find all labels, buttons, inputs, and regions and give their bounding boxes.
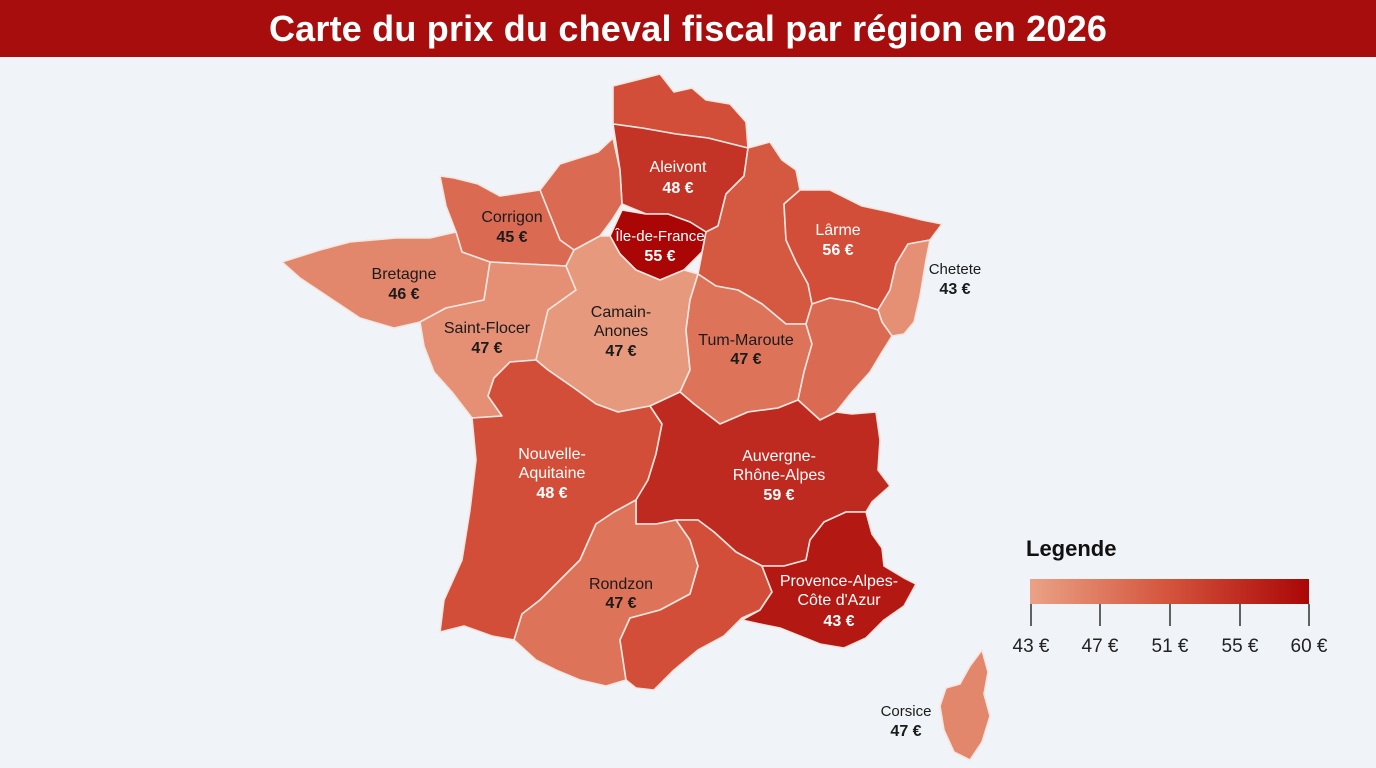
region-price-label: 45 € [496, 229, 527, 246]
region-name-label: Camain-Anones [591, 304, 651, 340]
region-price-label: 46 € [388, 286, 419, 303]
region-price-label: 48 € [536, 485, 567, 502]
legend-tick-label: 60 € [1290, 636, 1328, 657]
region-name-label: Chetete [929, 261, 982, 278]
legend-tick-labels: 43 € 47 € 51 € 55 € 60 € [1000, 636, 1340, 660]
region-price-label: 48 € [662, 180, 693, 197]
region-name-label: Île-de-France [614, 228, 704, 245]
legend-tick-label: 47 € [1081, 636, 1119, 657]
region-name-label: Corsice [881, 703, 932, 720]
region-name-label: Saint-Flocer [444, 320, 531, 337]
region-price-label: 59 € [763, 487, 794, 504]
legend-color-bar [1030, 579, 1309, 604]
legend-scale [1030, 579, 1310, 626]
legend-title: Legende [1026, 536, 1117, 561]
region-paca [741, 511, 917, 649]
region-price-label: 47 € [605, 343, 636, 360]
region-price-label: 47 € [730, 351, 761, 368]
legend-tick-label: 51 € [1151, 636, 1189, 657]
region-price-label: 47 € [890, 723, 921, 740]
legend-tick-label: 55 € [1221, 636, 1259, 657]
region-price-label: 47 € [605, 595, 636, 612]
title-bar: Carte du prix du cheval fiscal par régio… [0, 0, 1376, 57]
region-corsica [939, 649, 991, 761]
region-name-label: Tum-Maroute [698, 332, 794, 349]
region-name-label: Bretagne [372, 266, 437, 283]
region-price-label: 47 € [471, 340, 502, 357]
region-name-label: Lârme [815, 222, 860, 239]
region-name-label: Auvergne-Rhône-Alpes [733, 448, 826, 484]
region-franche-comte [797, 297, 893, 421]
region-price-label: 43 € [823, 613, 854, 630]
region-price-label: 56 € [822, 242, 853, 259]
region-name-label: Provence-Alpes-Côte d'Azur [780, 573, 898, 609]
region-price-label: 43 € [939, 281, 970, 298]
region-name-label: Aleivont [650, 159, 707, 176]
region-price-label: 55 € [644, 248, 675, 265]
region-chetete [877, 239, 931, 337]
region-name-label: Rondzon [589, 576, 653, 593]
region-name-label: Nouvelle-Aquitaine [518, 446, 586, 482]
region-occitanie-est [619, 519, 773, 691]
region-name-label: Corrigon [481, 209, 542, 226]
map-title: Carte du prix du cheval fiscal par régio… [268, 7, 1108, 49]
legend-tick-label: 43 € [1012, 636, 1050, 657]
